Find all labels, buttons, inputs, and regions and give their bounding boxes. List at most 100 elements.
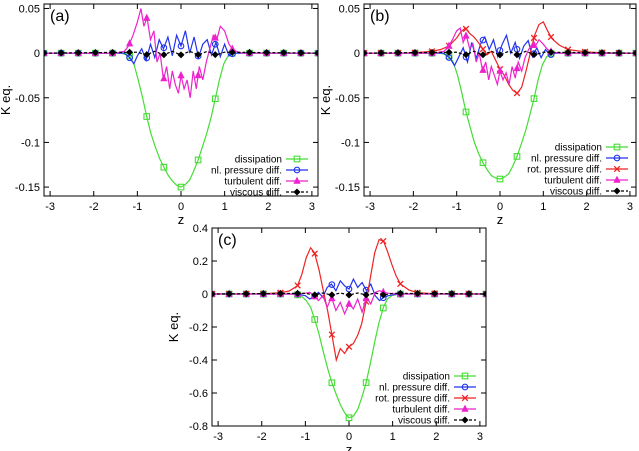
data-point [431, 290, 439, 298]
x-axis-label: z [178, 212, 185, 227]
data-point [225, 290, 233, 298]
x-tick-label: 0 [497, 201, 503, 213]
data-point [328, 331, 336, 338]
data-point [377, 49, 385, 57]
legend-label: nl. pressure diff. [211, 166, 282, 177]
data-point [194, 70, 202, 79]
data-point [632, 49, 636, 57]
legend-marker [613, 187, 621, 195]
data-point [530, 51, 538, 59]
legend-marker [461, 372, 469, 380]
data-point [462, 51, 470, 59]
x-tick-label: -1 [452, 201, 462, 213]
y-axis-label: K eq. [166, 312, 181, 342]
series-line-nl-pressure-diff- [44, 30, 318, 66]
y-tick-label: 0 [354, 48, 360, 60]
data-point [379, 304, 387, 312]
data-point [513, 63, 521, 72]
chart-panel-3: -3 -2 -1 0 1 2 3 0.4 0.2 0 -0.2 -0.4 -0.6 -0.8 z K eq. (… [166, 223, 487, 451]
x-tick-label: -3 [213, 431, 223, 443]
x-tick-label: 3 [309, 201, 315, 213]
data-point [345, 299, 353, 307]
data-point [496, 175, 504, 183]
data-point [311, 316, 319, 323]
data-point [465, 290, 473, 298]
data-point [513, 153, 521, 160]
data-point [245, 48, 254, 56]
data-point [598, 49, 606, 57]
data-point [91, 49, 99, 57]
data-point [564, 48, 572, 56]
y-tick-label: -0.1 [341, 137, 360, 149]
data-point [462, 31, 470, 39]
y-tick-label: -0.05 [15, 93, 40, 105]
x-tick-label: 0 [178, 201, 184, 213]
legend-marker [613, 154, 621, 162]
legend-marker [293, 188, 301, 196]
y-tick-label: 0 [202, 289, 208, 301]
y-tick-label: -0.15 [15, 182, 40, 194]
data-point [228, 48, 236, 56]
y-tick-label: -0.6 [189, 388, 208, 400]
data-point [160, 163, 168, 171]
data-point [462, 108, 470, 116]
x-tick-label: 3 [477, 431, 483, 443]
x-tick-label: 1 [390, 431, 396, 443]
x-tick-label: 0 [346, 431, 352, 443]
x-tick-label: 1 [222, 201, 228, 213]
y-tick-label: -0.15 [335, 182, 360, 194]
legend-label: rot. pressure diff. [527, 165, 602, 176]
legend-label: dissipation [235, 155, 282, 166]
data-point [160, 44, 168, 52]
chart-panel-1: -3 -2 -1 0 1 2 3 0.05 0 -0.05 -0.1 -0.15 z K eq. (a) di… [0, 3, 319, 227]
data-point [479, 36, 487, 44]
data-point [448, 290, 456, 298]
legend-marker [293, 166, 301, 174]
data-point [160, 51, 168, 59]
data-point [362, 379, 370, 386]
y-tick-label: -0.4 [189, 355, 208, 367]
legend-marker [461, 404, 469, 412]
y-tick-label: 0.2 [193, 256, 208, 268]
data-point [177, 183, 185, 191]
data-point [345, 291, 353, 299]
data-point [311, 250, 319, 257]
data-point [364, 49, 368, 57]
plot-area [44, 8, 318, 191]
legend-marker [293, 155, 301, 163]
data-point [211, 33, 219, 41]
legend-label: turbulent diff. [544, 176, 602, 187]
legend-marker [461, 394, 469, 402]
data-point [280, 49, 288, 57]
y-tick-label: -0.2 [189, 322, 208, 334]
x-tick-label: -1 [300, 431, 310, 443]
data-point [311, 291, 319, 299]
data-point [513, 89, 521, 97]
legend-label: viscous diff. [398, 416, 450, 427]
plot-area [364, 21, 636, 183]
y-tick-label: -0.8 [189, 421, 208, 433]
legend-label: dissipation [555, 143, 602, 154]
data-point [479, 65, 487, 73]
data-point [394, 49, 402, 57]
data-point [462, 25, 470, 33]
data-point [143, 51, 151, 59]
data-point [194, 156, 202, 164]
legend-label: nl. pressure diff. [379, 383, 450, 394]
data-point [345, 343, 353, 351]
y-tick-label: 0.4 [193, 223, 208, 235]
data-point [259, 290, 267, 298]
data-point [177, 71, 185, 79]
x-tick-label: 2 [584, 201, 590, 213]
data-point [177, 51, 185, 59]
data-point [513, 51, 521, 59]
y-tick-label: 0.05 [339, 3, 360, 15]
data-point [482, 290, 486, 298]
data-point [328, 379, 336, 387]
data-point [615, 49, 623, 57]
legend-label: turbulent diff. [224, 177, 282, 188]
data-point [177, 42, 185, 50]
data-point [496, 66, 504, 74]
